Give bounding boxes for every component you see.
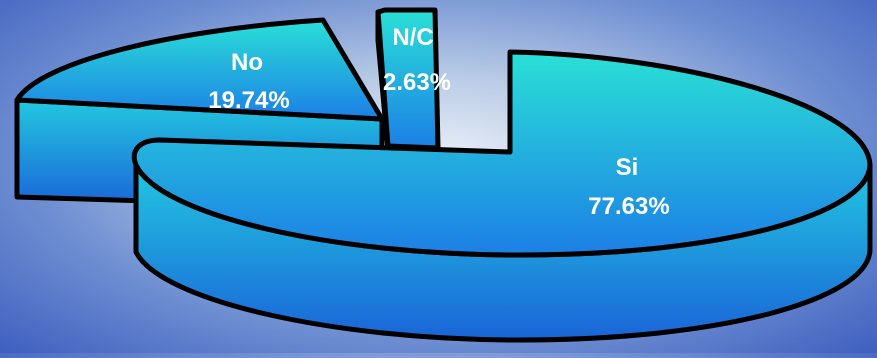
pie-slice-no-top (14, 17, 385, 122)
pie-label-si-name: Si (616, 154, 639, 181)
pie-label-nc-value: 2.63% (383, 69, 451, 96)
pie-slice-nc: N/C 2.63% (375, 7, 451, 153)
pie-slice-si-top (131, 49, 873, 258)
pie-slice-si: Si 77.63% (131, 49, 873, 343)
pie-label-no-name: No (231, 49, 263, 76)
pie-label-no-value: 19.74% (208, 87, 289, 114)
pie-label-nc-name: N/C (392, 24, 433, 51)
pie-label-si-value: 77.63% (588, 193, 669, 220)
